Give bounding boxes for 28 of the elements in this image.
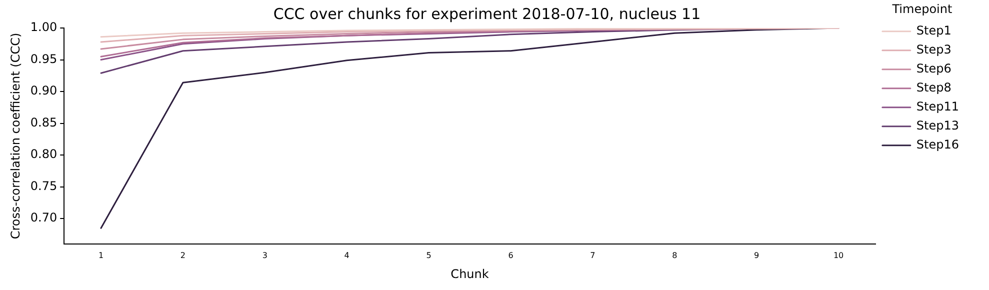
y-tick-label: 0.90	[30, 84, 58, 98]
y-tick-label: 0.80	[30, 147, 58, 162]
y-tick-label: 0.95	[30, 52, 58, 66]
y-tick-label: 1.00	[30, 20, 58, 34]
legend-label: Step11	[916, 100, 959, 114]
legend-label: Step3	[916, 42, 952, 57]
x-axis-title: Chunk	[450, 266, 489, 281]
y-axis-title: Cross-correlation coefficient (CCC)	[8, 32, 22, 240]
y-tick-label: 0.85	[30, 115, 58, 130]
legend-label: Step13	[916, 118, 959, 133]
x-tick-label: 5	[426, 250, 432, 260]
y-tick-label: 0.70	[30, 210, 58, 225]
legend-label: Step1	[916, 24, 952, 38]
legend-title: Timepoint	[891, 2, 952, 16]
x-tick-label: 4	[344, 250, 350, 260]
legend-label: Step6	[916, 62, 952, 76]
y-tick-label: 0.75	[30, 178, 58, 193]
x-tick-label: 9	[754, 250, 760, 260]
x-tick-label: 10	[833, 250, 844, 260]
legend-label: Step16	[916, 138, 959, 152]
x-tick-label: 3	[262, 250, 268, 260]
x-tick-label: 1	[98, 250, 104, 260]
chart-title: CCC over chunks for experiment 2018-07-10, nucleus 11	[273, 4, 701, 23]
x-tick-label: 8	[672, 250, 678, 260]
x-tick-label: 7	[590, 250, 596, 260]
x-tick-label: 6	[508, 250, 514, 260]
x-tick-label: 2	[180, 250, 186, 260]
legend-label: Step8	[916, 80, 952, 95]
